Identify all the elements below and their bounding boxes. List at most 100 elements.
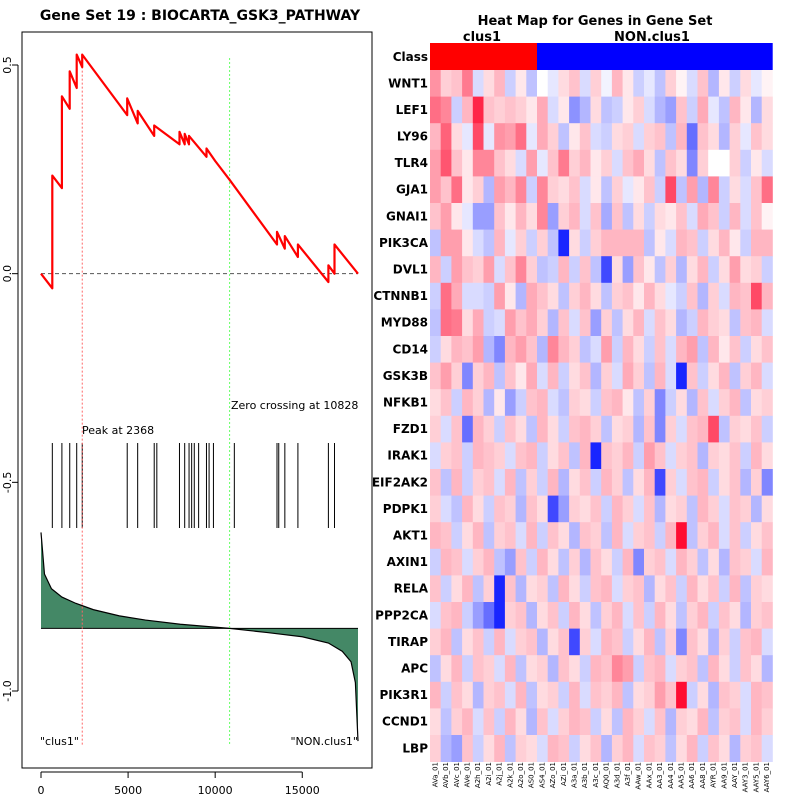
heatmap-cell — [483, 362, 495, 390]
heatmap-cell — [654, 123, 666, 151]
gene-label: RELA — [394, 582, 429, 596]
heatmap-cell — [644, 415, 656, 443]
heatmap-cell — [644, 681, 656, 709]
heatmap-cell — [686, 442, 698, 470]
gene-label: PIK3CA — [379, 236, 429, 250]
heatmap-cell — [515, 415, 527, 443]
enrichment-plot-frame — [21, 31, 373, 769]
heatmap-cell — [440, 655, 452, 683]
gene-label: WNT1 — [388, 76, 428, 90]
heatmap-cell — [708, 229, 720, 257]
sample-label: AVa_01 — [431, 762, 439, 787]
heatmap-cell — [579, 389, 591, 417]
heatmap-cell — [526, 681, 538, 709]
heatmap-cell — [590, 415, 602, 443]
heatmap-cell — [751, 655, 763, 683]
heatmap-cell — [515, 522, 527, 550]
heatmap-cell — [751, 309, 763, 337]
heatmap-cell — [515, 495, 527, 523]
heatmap-cell — [537, 522, 549, 550]
heatmap-cell — [472, 149, 484, 177]
heatmap-cell — [472, 336, 484, 363]
heatmap-cell — [708, 469, 720, 496]
class-bar-segment — [537, 43, 773, 70]
heatmap-cell — [494, 203, 506, 230]
sample-label: AZo_01 — [549, 762, 557, 788]
heatmap-cell — [751, 176, 763, 204]
heatmap-cell — [483, 575, 495, 603]
heatmap-cell — [633, 708, 645, 736]
heatmap-cell — [537, 442, 549, 470]
heatmap-cell — [633, 123, 645, 151]
class-row-label: Class — [393, 50, 428, 64]
heatmap-cell — [697, 256, 709, 284]
heatmap-cell — [451, 336, 463, 363]
heatmap-cell — [579, 229, 591, 257]
heatmap-cell — [686, 336, 698, 363]
heatmap-cell — [729, 735, 741, 762]
heatmap-cell — [633, 735, 645, 762]
heatmap-cell — [526, 415, 538, 443]
heatmap-cell — [558, 602, 570, 629]
heatmap-cell — [590, 149, 602, 177]
heatmap-cell — [761, 96, 773, 124]
heatmap-cell — [644, 176, 656, 204]
heatmap-cell — [462, 655, 474, 683]
heatmap-cell — [430, 442, 442, 470]
heatmap-cell — [472, 229, 484, 257]
heatmap-cell — [440, 229, 452, 257]
heatmap-cell — [611, 176, 623, 204]
heatmap-cell — [708, 681, 720, 709]
sample-label: AAw_01 — [635, 762, 643, 790]
sample-label: AAY6_01 — [763, 762, 771, 792]
heatmap-cell — [440, 149, 452, 177]
heatmap-cell — [751, 336, 763, 363]
sample-label: A3a_01 — [571, 762, 579, 788]
heatmap-cell — [451, 655, 463, 683]
heatmap-cell — [761, 70, 773, 97]
heatmap-cell — [462, 123, 474, 151]
heatmap-cell — [579, 123, 591, 151]
heatmap-cell — [740, 389, 752, 417]
heatmap-cell — [483, 389, 495, 417]
heatmap-cell — [601, 96, 613, 124]
heatmap-cell — [440, 70, 452, 97]
heatmap-cell — [718, 681, 730, 709]
heatmap-cell — [665, 602, 677, 629]
heatmap-cell — [440, 469, 452, 496]
heatmap-cell — [547, 442, 559, 470]
heatmap-cell — [676, 415, 688, 443]
heatmap-cell — [740, 176, 752, 204]
heatmap-cell — [590, 229, 602, 257]
heatmap-cell — [494, 229, 506, 257]
heatmap-cell — [526, 176, 538, 204]
heatmap-cell — [537, 96, 549, 124]
heatmap-cell — [558, 203, 570, 230]
heatmap-cell — [451, 681, 463, 709]
heatmap-cell — [494, 123, 506, 151]
heatmap-cell — [451, 282, 463, 310]
heatmap-cell — [515, 96, 527, 124]
heatmap-cell — [472, 735, 484, 762]
sample-label: A3c_01 — [592, 762, 600, 788]
heatmap-cell — [590, 469, 602, 496]
sample-label: AQ0_01 — [603, 762, 611, 789]
heatmap-cell — [676, 389, 688, 417]
heatmap-cell — [462, 548, 474, 576]
heatmap-cell — [676, 442, 688, 470]
heatmap-cell — [569, 176, 581, 204]
heatmap-cell — [708, 336, 720, 363]
heatmap-cell — [515, 336, 527, 363]
heatmap-cell — [740, 628, 752, 656]
heatmap-cell — [526, 309, 538, 337]
heatmap-cell — [633, 495, 645, 523]
heatmap-cell — [569, 469, 581, 496]
heatmap-cell — [654, 628, 666, 656]
heatmap-cell — [611, 336, 623, 363]
heatmap-cell — [751, 282, 763, 310]
heatmap-cell — [601, 548, 613, 576]
heatmap-cell — [697, 123, 709, 151]
heatmap-cell — [676, 655, 688, 683]
heatmap-cell — [718, 256, 730, 284]
heatmap-cell — [644, 123, 656, 151]
